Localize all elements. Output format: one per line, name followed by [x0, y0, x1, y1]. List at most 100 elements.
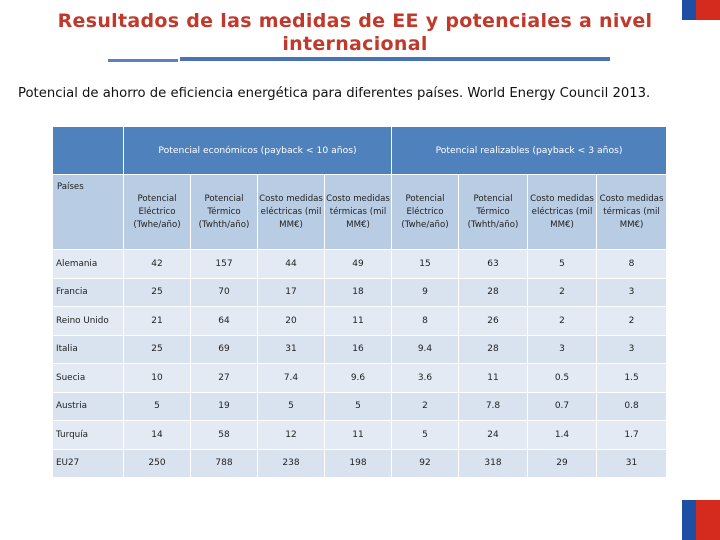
- value-cell: 44: [257, 249, 325, 279]
- value-cell: 14: [123, 420, 191, 450]
- value-cell: 318: [458, 448, 528, 478]
- value-cell: 3: [595, 334, 668, 364]
- value-cell: 0.5: [527, 363, 597, 393]
- value-cell: 7.8: [458, 391, 528, 421]
- group-header-economic: Potencial económicos (payback < 10 años): [123, 126, 392, 175]
- column-header: Potencial Térmico (Twhth/año): [458, 174, 528, 250]
- country-cell: EU27: [52, 448, 124, 478]
- savings-potential-table: Potencial económicos (payback < 10 años)…: [52, 126, 668, 478]
- value-cell: 2: [595, 306, 668, 336]
- value-cell: 788: [190, 448, 258, 478]
- country-cell: Francia: [52, 277, 124, 307]
- value-cell: 8: [595, 249, 668, 279]
- country-cell: Turquía: [52, 420, 124, 450]
- column-header: Costo medidas eléctricas (mil MM€): [257, 174, 325, 250]
- slide-title: Resultados de las medidas de EE y potenc…: [57, 10, 653, 55]
- value-cell: 42: [123, 249, 191, 279]
- value-cell: 69: [190, 334, 258, 364]
- value-cell: 31: [595, 448, 668, 478]
- value-cell: 28: [458, 277, 528, 307]
- country-cell: Suecia: [52, 363, 124, 393]
- value-cell: 1.5: [595, 363, 668, 393]
- value-cell: 24: [458, 420, 528, 450]
- value-cell: 26: [458, 306, 528, 336]
- value-cell: 5: [527, 249, 597, 279]
- value-cell: 5: [257, 391, 325, 421]
- value-cell: 0.8: [595, 391, 668, 421]
- value-cell: 19: [190, 391, 258, 421]
- value-cell: 1.7: [595, 420, 668, 450]
- value-cell: 17: [257, 277, 325, 307]
- value-cell: 11: [458, 363, 528, 393]
- column-header: Potencial Térmico (Twhth/año): [190, 174, 258, 250]
- value-cell: 9: [391, 277, 459, 307]
- flag-decoration-bottom: [682, 500, 720, 540]
- value-cell: 5: [123, 391, 191, 421]
- value-cell: 1.4: [527, 420, 597, 450]
- value-cell: 9.4: [391, 334, 459, 364]
- value-cell: 198: [324, 448, 392, 478]
- value-cell: 2: [391, 391, 459, 421]
- column-header: Costo medidas térmicas (mil MM€): [324, 174, 392, 250]
- column-header: Costo medidas eléctricas (mil MM€): [527, 174, 597, 250]
- country-cell: Italia: [52, 334, 124, 364]
- value-cell: 28: [458, 334, 528, 364]
- value-cell: 5: [391, 420, 459, 450]
- value-cell: 18: [324, 277, 392, 307]
- country-cell: Reino Unido: [52, 306, 124, 336]
- group-header-realizable: Potencial realizables (payback < 3 años): [390, 126, 668, 175]
- value-cell: 21: [123, 306, 191, 336]
- value-cell: 0.7: [527, 391, 597, 421]
- value-cell: 9.6: [324, 363, 392, 393]
- value-cell: 31: [257, 334, 325, 364]
- table-row: Italia 25 69 31 16 9.4 28 3 3: [52, 334, 668, 364]
- value-cell: 15: [391, 249, 459, 279]
- table-row: Reino Unido 21 64 20 11 8 26 2 2: [52, 306, 668, 336]
- country-cell: Alemania: [52, 249, 124, 279]
- value-cell: 20: [257, 306, 325, 336]
- flag-decoration-top: [682, 0, 720, 20]
- title-underline-long: [180, 57, 610, 61]
- value-cell: 11: [324, 420, 392, 450]
- value-cell: 157: [190, 249, 258, 279]
- table-row: Turquía 14 58 12 11 5 24 1.4 1.7: [52, 420, 668, 450]
- country-cell: Austria: [52, 391, 124, 421]
- value-cell: 5: [324, 391, 392, 421]
- value-cell: 238: [257, 448, 325, 478]
- value-cell: 250: [123, 448, 191, 478]
- value-cell: 2: [527, 277, 597, 307]
- table-row: Austria 5 19 5 5 2 7.8 0.7 0.8: [52, 391, 668, 421]
- value-cell: 16: [324, 334, 392, 364]
- title-underline-short: [108, 59, 178, 62]
- value-cell: 7.4: [257, 363, 325, 393]
- table-row: Suecia 10 27 7.4 9.6 3.6 11 0.5 1.5: [52, 363, 668, 393]
- table-body: Alemania 42 157 44 49 15 63 5 8 Francia 25 70 17 18 9 2…: [52, 249, 668, 478]
- table-row: EU27 250 788 238 198 92 318 29 31: [52, 448, 668, 478]
- table-row: Alemania 42 157 44 49 15 63 5 8: [52, 249, 668, 279]
- table-row: Francia 25 70 17 18 9 28 2 3: [52, 277, 668, 307]
- value-cell: 64: [190, 306, 258, 336]
- group-header-empty: [52, 126, 124, 175]
- column-header: Costo medidas térmicas (mil MM€): [595, 174, 668, 250]
- value-cell: 49: [324, 249, 392, 279]
- column-header: Potencial Eléctrico (Twhe/año): [123, 174, 191, 250]
- value-cell: 92: [391, 448, 459, 478]
- value-cell: 3: [527, 334, 597, 364]
- value-cell: 58: [190, 420, 258, 450]
- value-cell: 27: [190, 363, 258, 393]
- value-cell: 29: [527, 448, 597, 478]
- value-cell: 63: [458, 249, 528, 279]
- value-cell: 25: [123, 334, 191, 364]
- value-cell: 3: [595, 277, 668, 307]
- value-cell: 25: [123, 277, 191, 307]
- column-header: Potencial Eléctrico (Twhe/año): [391, 174, 459, 250]
- column-header-row: Países Potencial Eléctrico (Twhe/año) Pote…: [52, 174, 668, 250]
- value-cell: 12: [257, 420, 325, 450]
- value-cell: 11: [324, 306, 392, 336]
- value-cell: 8: [391, 306, 459, 336]
- column-header: Países: [52, 174, 124, 250]
- value-cell: 3.6: [391, 363, 459, 393]
- value-cell: 2: [527, 306, 597, 336]
- value-cell: 10: [123, 363, 191, 393]
- value-cell: 70: [190, 277, 258, 307]
